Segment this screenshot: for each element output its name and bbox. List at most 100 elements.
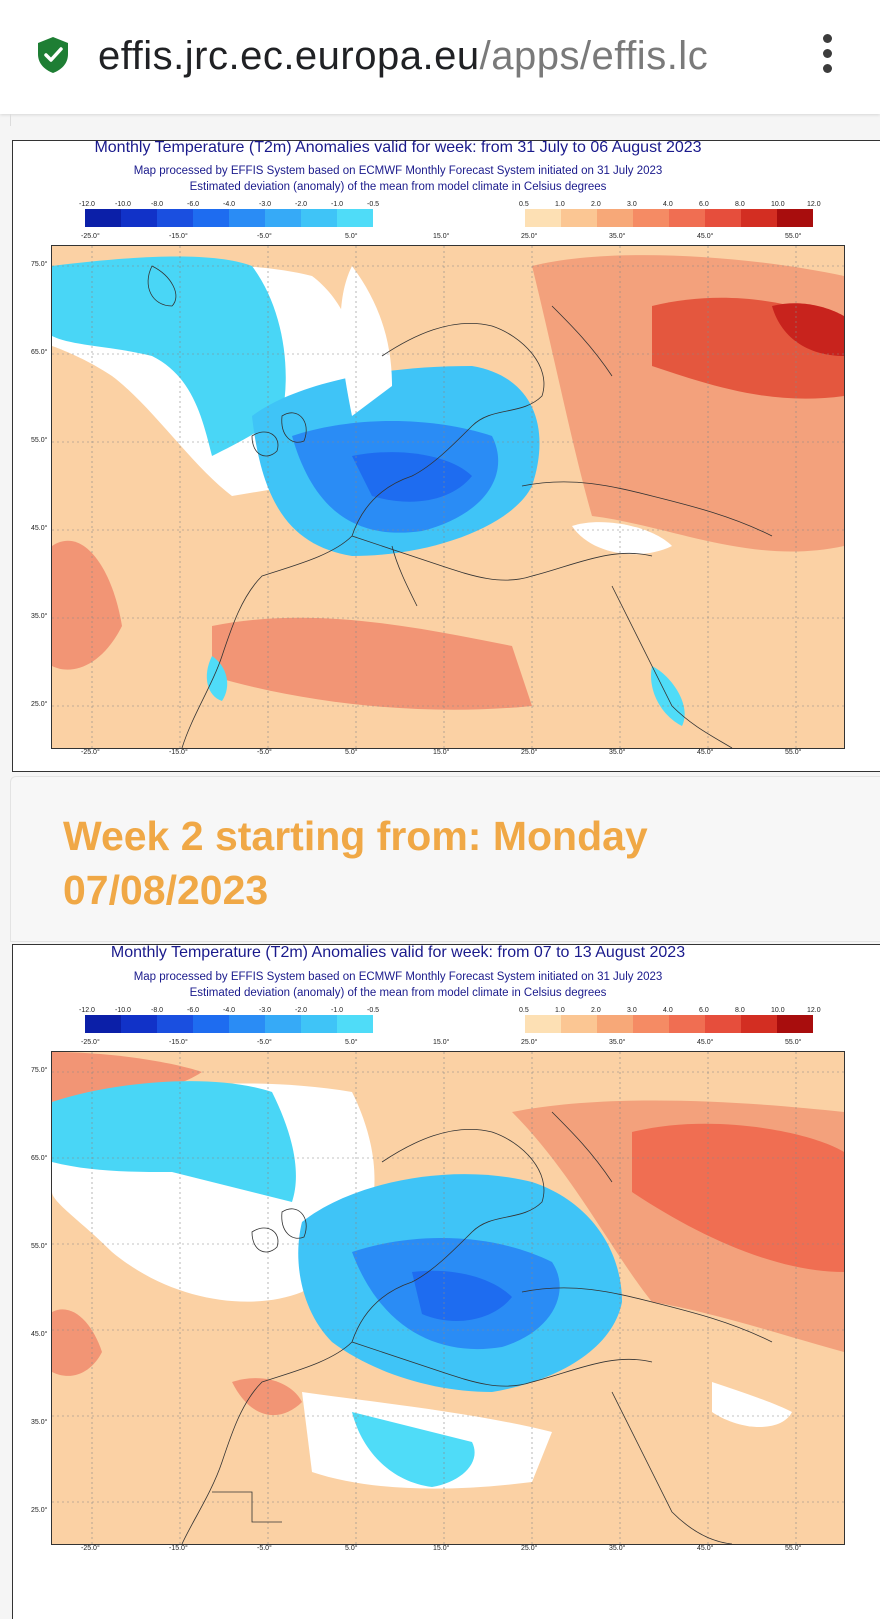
legend-swatch [193, 209, 229, 227]
map-subtitle-source: Map processed by EFFIS System based on E… [133, 165, 663, 177]
legend-swatch [337, 209, 373, 227]
legend-tick-label: 12.0 [807, 201, 821, 208]
map-subtitle-units: Estimated deviation (anomaly) of the mea… [189, 181, 607, 193]
legend-tick-label: 2.0 [591, 1007, 601, 1014]
latitude-label: 25.0° [31, 701, 48, 708]
legend-swatch [337, 1015, 373, 1033]
legend-swatch [597, 1015, 633, 1033]
legend-tick-label: 2.0 [591, 201, 601, 208]
map-subtitle-source: Map processed by EFFIS System based on E… [133, 971, 663, 983]
latitude-label: 35.0° [31, 1419, 48, 1426]
longitude-label: 25.0° [521, 1039, 538, 1046]
legend-tick-label: 8.0 [735, 1007, 745, 1014]
legend-tick-label: -6.0 [187, 1007, 200, 1014]
legend-tick-label: 0.5 [519, 201, 529, 208]
week2-section: Week 2 starting from: Monday 07/08/2023 [10, 776, 880, 942]
longitude-label: -15.0° [169, 1039, 188, 1046]
legend-swatch [777, 1015, 813, 1033]
legend-swatch [561, 1015, 597, 1033]
legend-tick-label: 12.0 [807, 1007, 821, 1014]
legend-swatch [121, 209, 157, 227]
legend-swatch [265, 1015, 301, 1033]
cold-color-scale [85, 1015, 373, 1033]
shield-check-icon [38, 37, 68, 73]
legend-tick-label: -4.0 [223, 1007, 236, 1014]
legend-swatch [85, 1015, 121, 1033]
map-area [51, 1051, 845, 1545]
longitude-label: 55.0° [785, 1039, 802, 1046]
longitude-label: -5.0° [257, 233, 272, 240]
longitude-label: -25.0° [81, 233, 100, 240]
longitude-label: 15.0° [433, 1545, 450, 1552]
latitude-label: 45.0° [31, 1331, 48, 1338]
latitude-label: 65.0° [31, 1155, 48, 1162]
longitude-label: 45.0° [697, 1545, 714, 1552]
longitude-label: 5.0° [345, 1545, 358, 1552]
longitude-label: -5.0° [257, 749, 272, 756]
longitude-label: 45.0° [697, 1039, 714, 1046]
longitude-label: 5.0° [345, 233, 358, 240]
longitude-label: 15.0° [433, 233, 450, 240]
panel-edge [10, 114, 880, 126]
cold-color-scale [85, 209, 373, 227]
legend-swatch [229, 1015, 265, 1033]
map-title: Monthly Temperature (T2m) Anomalies vali… [110, 944, 686, 961]
latitude-label: 25.0° [31, 1507, 48, 1514]
legend-swatch [777, 209, 813, 227]
latitude-label: 55.0° [31, 1243, 48, 1250]
longitude-label: 45.0° [697, 749, 714, 756]
legend-tick-label: 4.0 [663, 201, 673, 208]
longitude-label: 25.0° [521, 749, 538, 756]
legend-swatch [633, 209, 669, 227]
legend-tick-label: -12.0 [79, 1007, 95, 1014]
legend-tick-label: 10.0 [771, 1007, 785, 1014]
legend-swatch [157, 1015, 193, 1033]
anomaly-map-week1: Monthly Temperature (T2m) Anomalies vali… [12, 139, 880, 772]
longitude-label: -15.0° [169, 749, 188, 756]
legend-tick-label: 1.0 [555, 1007, 565, 1014]
latitude-label: 35.0° [31, 613, 48, 620]
url-fade [720, 28, 790, 84]
anomaly-map-graphic [52, 246, 844, 748]
longitude-label: 15.0° [433, 749, 450, 756]
legend-tick-label: -0.5 [367, 1007, 380, 1014]
legend-swatch [525, 1015, 561, 1033]
legend-tick-label: 1.0 [555, 201, 565, 208]
legend-tick-label: 6.0 [699, 201, 709, 208]
longitude-label: -25.0° [81, 1545, 100, 1552]
longitude-label: 35.0° [609, 1545, 626, 1552]
legend-swatch [597, 209, 633, 227]
longitude-label: 35.0° [609, 1039, 626, 1046]
legend-tick-label: -10.0 [115, 201, 131, 208]
vertical-dots-icon[interactable] [815, 34, 839, 76]
legend-tick-label: -12.0 [79, 201, 95, 208]
url-text[interactable]: effis.jrc.ec.europa.eu/apps/effis.lc [98, 28, 788, 84]
legend-swatch [669, 1015, 705, 1033]
legend-tick-label: -4.0 [223, 201, 236, 208]
legend-swatch [705, 209, 741, 227]
legend-swatch [669, 209, 705, 227]
legend-tick-label: 3.0 [627, 201, 637, 208]
legend-tick-label: -3.0 [259, 1007, 272, 1014]
longitude-label: 5.0° [345, 749, 358, 756]
longitude-label: -5.0° [257, 1545, 272, 1552]
longitude-label: 35.0° [609, 233, 626, 240]
legend-tick-label: 0.5 [519, 1007, 529, 1014]
longitude-label: -15.0° [169, 233, 188, 240]
warm-color-scale [525, 1015, 813, 1033]
url-path: /apps/effis.lc [479, 34, 709, 78]
longitude-label: 25.0° [521, 1545, 538, 1552]
browser-url-bar[interactable]: effis.jrc.ec.europa.eu/apps/effis.lc [0, 0, 880, 114]
map-area [51, 245, 845, 749]
legend-tick-label: -2.0 [295, 1007, 308, 1014]
legend-swatch [741, 1015, 777, 1033]
longitude-label: -15.0° [169, 1545, 188, 1552]
longitude-label: 45.0° [697, 233, 714, 240]
legend-tick-label: -8.0 [151, 201, 164, 208]
legend-tick-label: -3.0 [259, 201, 272, 208]
longitude-label: 35.0° [609, 749, 626, 756]
legend-swatch [741, 209, 777, 227]
anomaly-map-graphic [52, 1052, 844, 1544]
legend-swatch [525, 209, 561, 227]
latitude-label: 45.0° [31, 525, 48, 532]
